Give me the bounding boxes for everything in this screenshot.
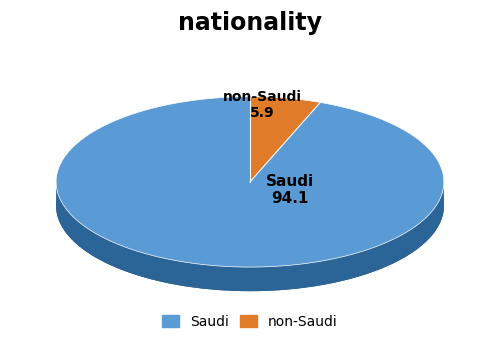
Ellipse shape [56, 121, 444, 291]
Text: nationality: nationality [178, 11, 322, 35]
Text: non-Saudi: non-Saudi [223, 90, 302, 104]
Text: Saudi: Saudi [266, 174, 314, 189]
Polygon shape [250, 97, 320, 182]
Polygon shape [56, 97, 444, 267]
Legend: Saudi, non-Saudi: Saudi, non-Saudi [162, 315, 338, 329]
Text: 5.9: 5.9 [250, 106, 274, 120]
Text: 94.1: 94.1 [271, 191, 308, 206]
Polygon shape [56, 182, 444, 291]
